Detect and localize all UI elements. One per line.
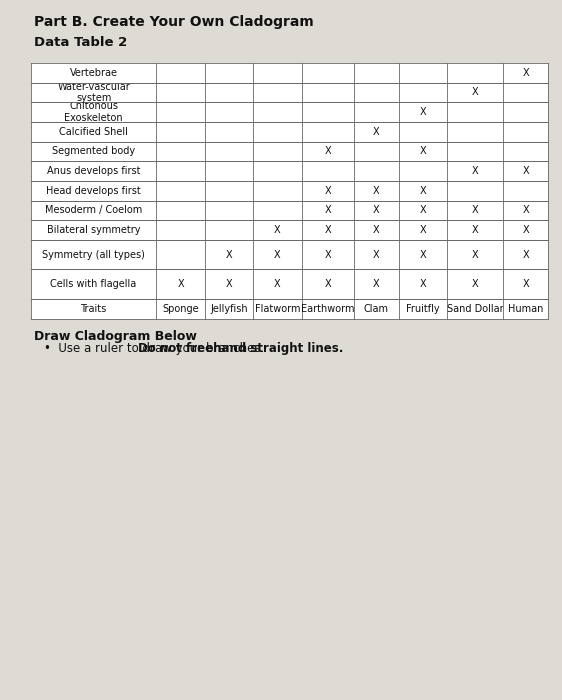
Text: X: X: [472, 88, 479, 97]
Text: X: X: [373, 186, 380, 196]
Text: X: X: [472, 250, 479, 260]
Text: Bilateral symmetry: Bilateral symmetry: [47, 225, 140, 235]
Text: X: X: [177, 279, 184, 289]
Text: X: X: [523, 68, 529, 78]
Text: Sponge: Sponge: [162, 304, 199, 314]
Text: Traits: Traits: [80, 304, 107, 314]
Text: Calcified Shell: Calcified Shell: [59, 127, 128, 136]
Text: Segmented body: Segmented body: [52, 146, 135, 156]
Text: X: X: [373, 279, 380, 289]
Text: X: X: [373, 127, 380, 136]
Text: X: X: [325, 250, 331, 260]
Text: Fruitfly: Fruitfly: [406, 304, 439, 314]
Text: Part B. Create Your Own Cladogram: Part B. Create Your Own Cladogram: [34, 15, 314, 29]
Text: Clam: Clam: [364, 304, 389, 314]
Text: Head develops first: Head develops first: [46, 186, 141, 196]
Text: X: X: [373, 205, 380, 216]
Text: X: X: [419, 107, 426, 117]
Text: X: X: [419, 205, 426, 216]
Text: X: X: [419, 186, 426, 196]
Text: Earthworm: Earthworm: [301, 304, 355, 314]
Text: X: X: [325, 146, 331, 156]
Text: X: X: [523, 205, 529, 216]
Text: X: X: [325, 205, 331, 216]
Text: X: X: [373, 225, 380, 235]
Text: X: X: [472, 279, 479, 289]
Text: Chitonous
Exoskeleton: Chitonous Exoskeleton: [64, 102, 123, 123]
Text: Symmetry (all types): Symmetry (all types): [42, 250, 145, 260]
Text: X: X: [523, 279, 529, 289]
Text: X: X: [325, 279, 331, 289]
Text: Anus develops first: Anus develops first: [47, 166, 140, 176]
Text: Vertebrae: Vertebrae: [70, 68, 117, 78]
Text: X: X: [325, 225, 331, 235]
Text: •  Use a ruler to draw your branches.: • Use a ruler to draw your branches.: [44, 342, 268, 356]
Text: X: X: [523, 250, 529, 260]
Text: X: X: [274, 250, 281, 260]
Text: Sand Dollar: Sand Dollar: [447, 304, 504, 314]
Text: X: X: [226, 250, 232, 260]
Text: X: X: [274, 225, 281, 235]
Text: Draw Cladogram Below: Draw Cladogram Below: [34, 330, 197, 344]
Text: X: X: [419, 225, 426, 235]
Text: X: X: [373, 250, 380, 260]
Text: X: X: [274, 279, 281, 289]
Text: Data Table 2: Data Table 2: [34, 36, 127, 50]
Text: Water-vascular
system: Water-vascular system: [57, 82, 130, 104]
Text: X: X: [472, 205, 479, 216]
Text: Mesoderm / Coelom: Mesoderm / Coelom: [45, 205, 142, 216]
Text: Do not freehand straight lines.: Do not freehand straight lines.: [138, 342, 344, 356]
Text: X: X: [325, 186, 331, 196]
Text: Flatworm: Flatworm: [255, 304, 300, 314]
Text: X: X: [523, 166, 529, 176]
Text: X: X: [226, 279, 232, 289]
Text: X: X: [472, 166, 479, 176]
Text: X: X: [523, 225, 529, 235]
Text: Human: Human: [508, 304, 543, 314]
Text: X: X: [472, 225, 479, 235]
Text: X: X: [419, 146, 426, 156]
Text: X: X: [419, 279, 426, 289]
Text: Jellyfish: Jellyfish: [210, 304, 248, 314]
Text: Cells with flagella: Cells with flagella: [51, 279, 137, 289]
Text: X: X: [419, 250, 426, 260]
